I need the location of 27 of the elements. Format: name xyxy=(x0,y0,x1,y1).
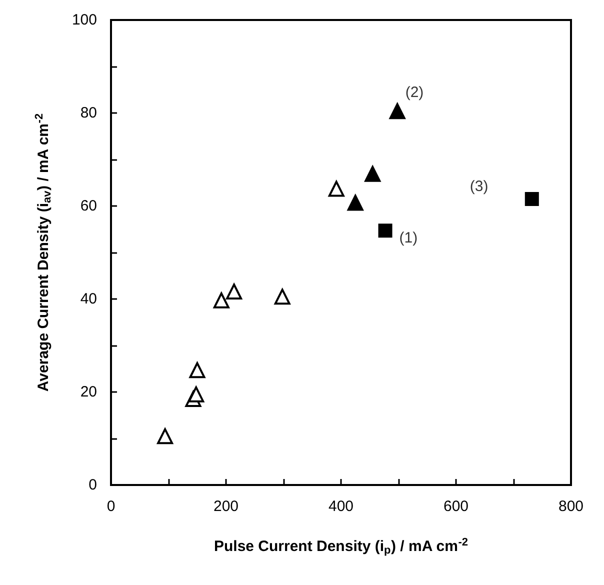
point xyxy=(189,362,206,378)
x-tick-label: 200 xyxy=(213,498,239,515)
point xyxy=(274,288,290,305)
point xyxy=(213,292,230,308)
y-tick-label: 100 xyxy=(72,12,97,28)
annotation: (1) xyxy=(399,230,418,247)
point xyxy=(378,224,392,238)
annotation: (2) xyxy=(405,84,424,102)
x-tick-label: 800 xyxy=(558,498,584,515)
point xyxy=(328,180,344,197)
point xyxy=(157,428,174,444)
point xyxy=(524,192,539,206)
y-tick-label: 80 xyxy=(80,104,97,122)
point xyxy=(188,386,204,402)
y-tick-label: 60 xyxy=(80,198,97,214)
y-tick-label: 20 xyxy=(80,384,97,400)
point xyxy=(226,284,242,300)
y-axis-title: Average Current Density (iav) / mA cm-2 xyxy=(34,113,54,392)
y-tick-label: 40 xyxy=(80,290,97,308)
x-tick-label: 0 xyxy=(106,498,116,515)
x-tick-label: 400 xyxy=(328,498,354,515)
x-tick-label: 600 xyxy=(443,498,469,515)
y-tick-label: 0 xyxy=(88,476,97,494)
point xyxy=(364,166,381,182)
point xyxy=(389,103,406,120)
point xyxy=(347,194,364,211)
annotation: (3) xyxy=(470,178,488,196)
